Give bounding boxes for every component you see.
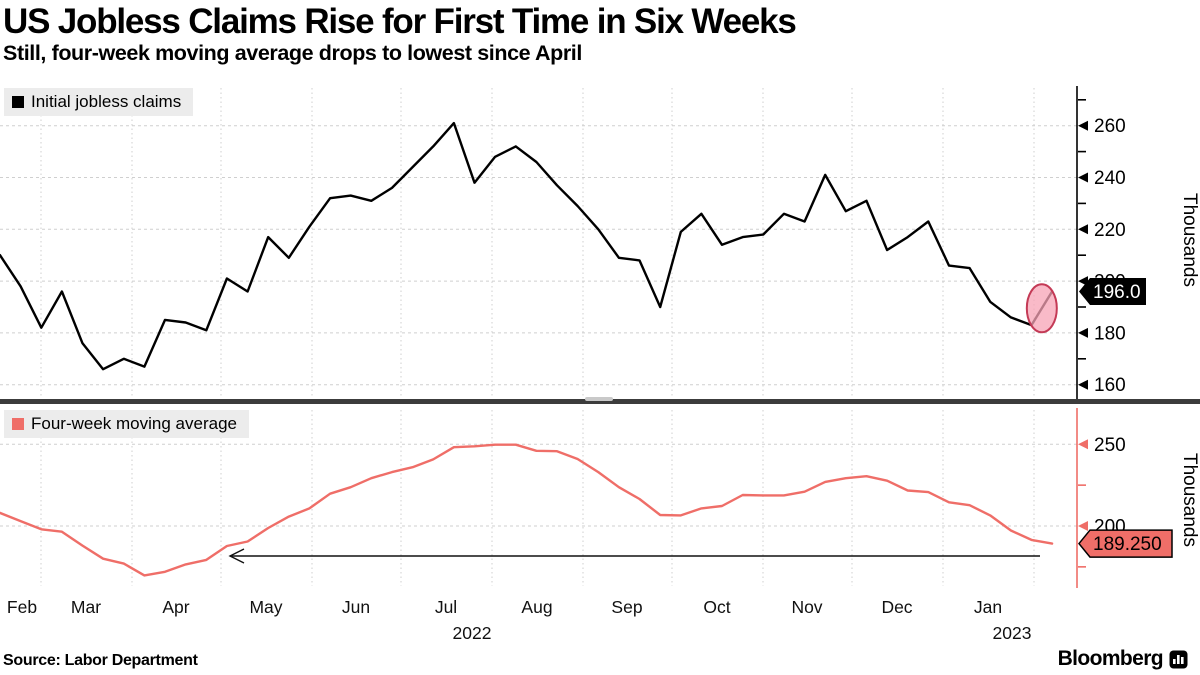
month-label-nov: Nov [791,597,823,617]
panel-divider-handle[interactable] [585,397,613,401]
legend-label-moving-average: Four-week moving average [31,414,237,433]
month-label-oct: Oct [703,597,731,617]
bloomberg-wordmark: Bloomberg [1057,647,1164,670]
y-tick-label: 220 [1094,220,1126,241]
year-label-2022: 2022 [452,623,492,643]
four_week_moving_average-last-value-label: 189.250 [1093,534,1162,555]
initial_claims-last-value-flag [1079,277,1146,305]
y-tick-label: 260 [1094,116,1126,137]
bloomberg-logo-icon [1169,650,1188,668]
initial_claims-last-value-label: 196.0 [1093,282,1141,303]
y-tick-label: 160 [1094,375,1126,396]
month-label-apr: Apr [162,597,190,617]
major-tick [1078,120,1088,131]
major-tick [1078,439,1088,450]
month-label-jan: Jan [973,597,1003,617]
major-tick [1078,379,1088,390]
y-tick-label: 240 [1094,168,1126,189]
panel-divider [0,399,1200,404]
arrow-head [228,548,245,564]
initial-claims-panel: 160180200220240260Thousands196.0 [0,86,1200,399]
month-label-dec: Dec [881,597,913,617]
legend-moving-average: Four-week moving average [4,410,249,438]
major-tick [1078,172,1088,183]
month-label-aug: Aug [521,597,553,617]
legend-swatch-initial-claims [12,96,24,108]
major-tick [1078,224,1088,235]
four_week_moving_average-line [0,443,1054,577]
month-label-jul: Jul [434,597,458,617]
legend-label-initial-claims: Initial jobless claims [31,92,182,111]
highlight-ellipse [1025,283,1058,334]
month-label-may: May [249,597,283,617]
y-axis-unit-label: Thousands [1179,453,1200,547]
y-axis-unit-label: Thousands [1179,193,1200,287]
page-title: US Jobless Claims Rise for First Time in… [3,2,797,41]
major-tick [1078,327,1088,338]
legend-swatch-moving-average [12,418,24,430]
bloomberg-brand: Bloomberg [1058,647,1188,671]
month-label-feb: Feb [6,597,38,617]
page-subtitle: Still, four-week moving average drops to… [3,41,582,65]
month-label-mar: Mar [70,597,102,617]
month-label-jun: Jun [341,597,371,617]
year-label-2023: 2023 [992,623,1032,643]
y-tick-label: 180 [1094,323,1126,344]
four_week_moving_average-last-value-flag [1078,529,1173,558]
major-tick [1078,521,1088,531]
legend-initial-claims: Initial jobless claims [4,88,194,116]
month-label-sep: Sep [611,597,643,617]
initial_claims-line [0,121,1054,371]
source-caption: Source: Labor Department [3,652,198,669]
y-tick-label: 250 [1094,435,1126,456]
